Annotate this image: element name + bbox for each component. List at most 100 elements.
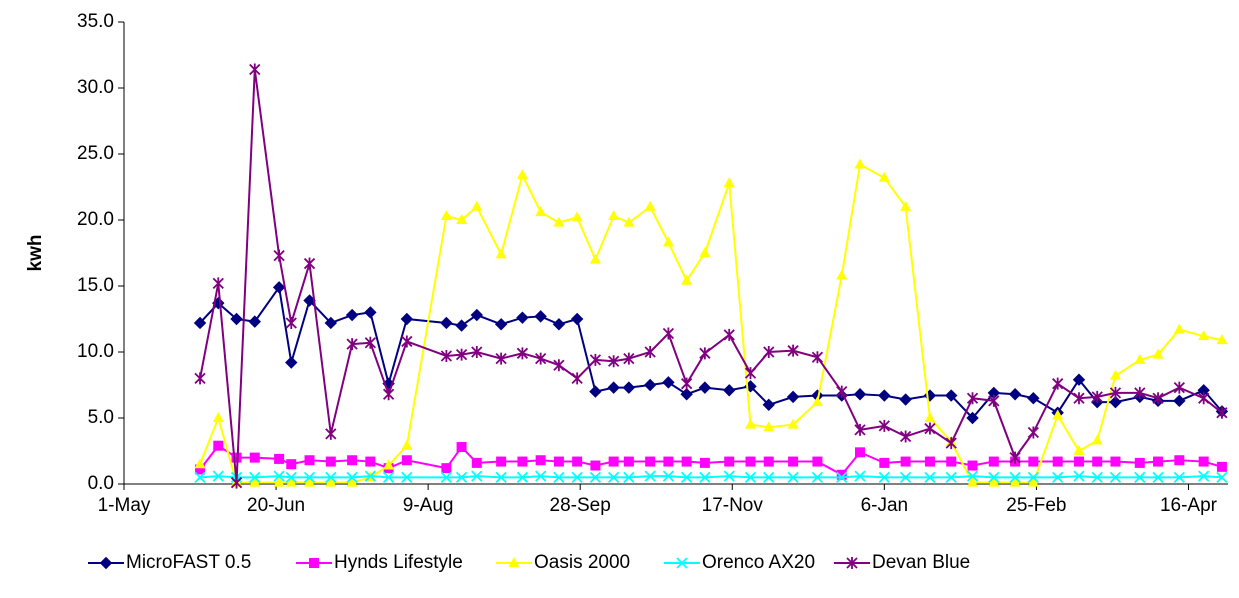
marker bbox=[854, 423, 866, 436]
marker bbox=[1091, 434, 1103, 445]
marker bbox=[946, 456, 957, 467]
marker bbox=[194, 471, 206, 484]
marker bbox=[644, 470, 656, 482]
marker bbox=[811, 471, 824, 484]
marker bbox=[589, 385, 602, 398]
marker bbox=[763, 421, 775, 432]
marker bbox=[644, 346, 656, 358]
series bbox=[194, 63, 1228, 489]
marker bbox=[676, 557, 688, 569]
marker bbox=[456, 214, 468, 224]
marker bbox=[1134, 471, 1146, 484]
marker bbox=[304, 476, 316, 487]
marker bbox=[699, 247, 711, 257]
marker bbox=[1198, 470, 1210, 482]
marker bbox=[1072, 373, 1086, 386]
series-line bbox=[199, 69, 1223, 483]
marker bbox=[899, 393, 912, 406]
marker bbox=[662, 470, 675, 482]
marker bbox=[1153, 456, 1164, 467]
marker bbox=[899, 430, 912, 443]
marker bbox=[494, 318, 508, 331]
marker bbox=[382, 471, 395, 484]
marker bbox=[900, 200, 912, 211]
marker bbox=[1134, 353, 1146, 364]
marker bbox=[535, 206, 547, 217]
marker bbox=[836, 385, 848, 398]
marker bbox=[1009, 471, 1021, 484]
marker bbox=[285, 471, 297, 484]
marker bbox=[325, 456, 336, 467]
marker bbox=[495, 471, 507, 484]
marker bbox=[572, 456, 583, 467]
marker bbox=[1174, 455, 1185, 466]
marker bbox=[382, 388, 395, 401]
marker bbox=[516, 347, 529, 360]
marker bbox=[441, 463, 452, 474]
marker bbox=[471, 346, 483, 358]
marker bbox=[878, 471, 890, 484]
marker bbox=[440, 349, 453, 362]
marker bbox=[836, 269, 848, 280]
marker bbox=[456, 442, 467, 453]
marker bbox=[1152, 392, 1164, 405]
marker bbox=[249, 63, 261, 76]
marker bbox=[471, 470, 483, 482]
marker bbox=[589, 253, 601, 264]
marker bbox=[516, 311, 529, 324]
marker bbox=[400, 312, 414, 326]
marker bbox=[212, 277, 224, 290]
marker bbox=[1152, 348, 1164, 359]
marker bbox=[853, 388, 867, 401]
y-tick-label: 5.0 bbox=[88, 407, 114, 428]
marker bbox=[878, 389, 891, 402]
marker bbox=[309, 558, 319, 568]
marker bbox=[878, 419, 890, 432]
marker bbox=[681, 377, 693, 390]
marker bbox=[787, 344, 799, 357]
marker bbox=[553, 471, 565, 484]
marker bbox=[1216, 406, 1228, 419]
marker bbox=[645, 456, 656, 467]
marker bbox=[1198, 456, 1209, 467]
legend-label: Orenco AX20 bbox=[702, 552, 815, 573]
marker bbox=[623, 471, 635, 484]
marker bbox=[324, 316, 338, 330]
marker bbox=[681, 471, 693, 484]
y-axis-label: kwh bbox=[25, 235, 46, 272]
series-line bbox=[199, 163, 1223, 484]
y-tick-label: 35.0 bbox=[77, 11, 114, 32]
marker bbox=[325, 476, 337, 487]
marker bbox=[455, 471, 468, 484]
marker bbox=[213, 440, 224, 451]
marker bbox=[303, 257, 316, 270]
marker bbox=[1173, 394, 1186, 408]
marker bbox=[304, 455, 315, 466]
marker bbox=[836, 471, 848, 484]
marker bbox=[534, 310, 547, 323]
marker bbox=[230, 476, 243, 489]
marker bbox=[763, 471, 775, 484]
marker bbox=[553, 216, 565, 227]
marker bbox=[966, 470, 979, 482]
marker bbox=[1027, 471, 1039, 484]
marker bbox=[699, 347, 711, 360]
y-tick-label: 30.0 bbox=[77, 77, 114, 98]
marker bbox=[455, 319, 468, 332]
marker bbox=[346, 476, 358, 487]
marker bbox=[1198, 330, 1210, 341]
marker bbox=[273, 470, 285, 482]
marker bbox=[508, 557, 520, 567]
marker bbox=[471, 200, 483, 211]
marker bbox=[723, 328, 735, 341]
marker bbox=[854, 158, 866, 169]
marker bbox=[878, 171, 890, 182]
marker bbox=[945, 389, 958, 402]
marker bbox=[1109, 471, 1122, 484]
marker bbox=[440, 210, 452, 221]
marker bbox=[535, 352, 547, 365]
marker bbox=[401, 455, 412, 466]
marker bbox=[812, 456, 823, 467]
marker bbox=[1009, 451, 1021, 464]
marker bbox=[1109, 395, 1122, 409]
